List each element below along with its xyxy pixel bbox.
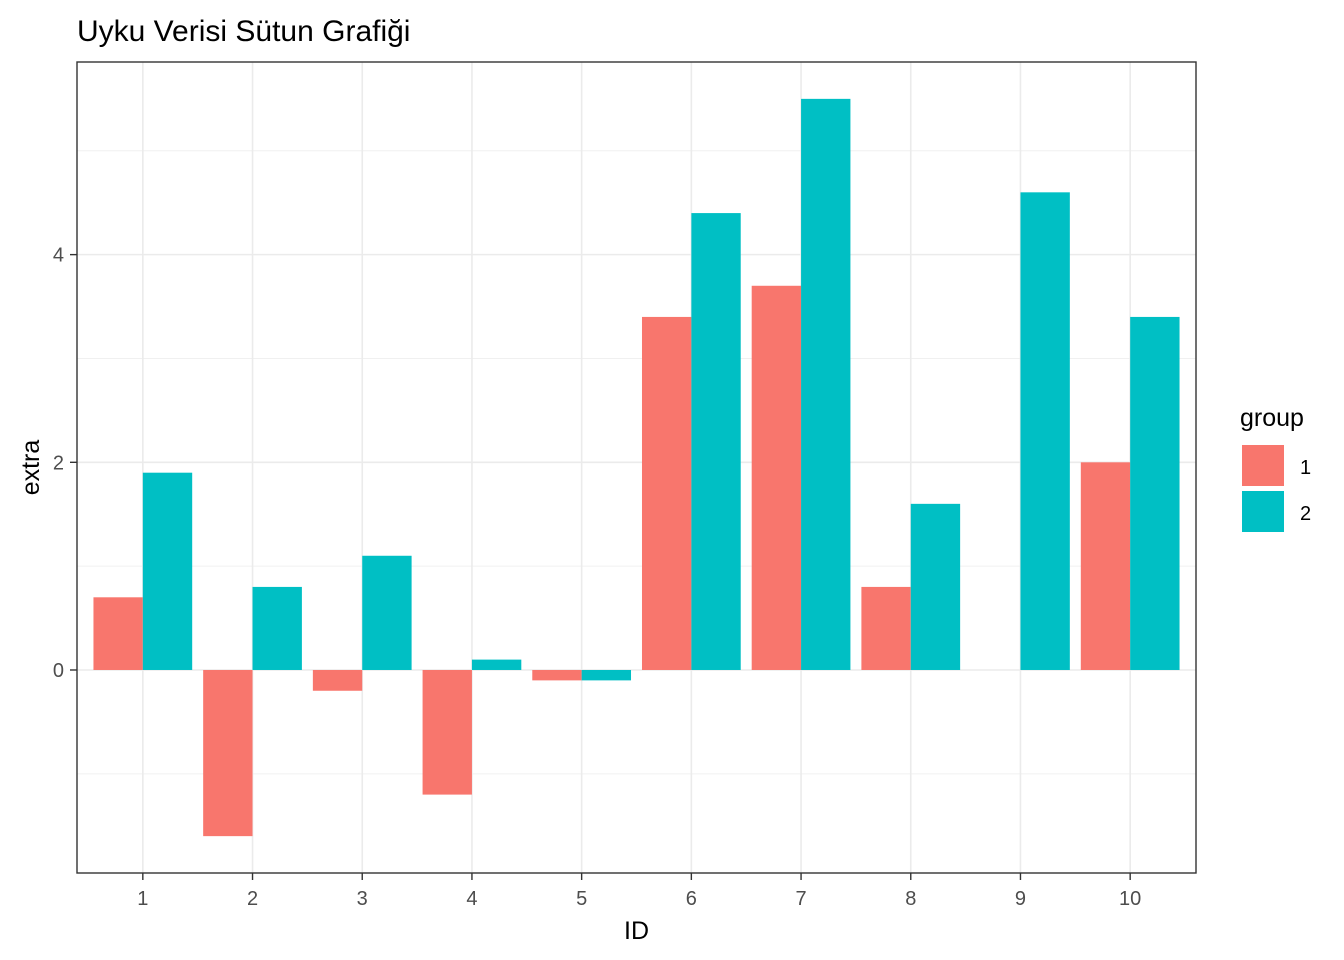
- y-tick-label: 2: [53, 452, 64, 474]
- bar-group2-id1: [142, 472, 193, 670]
- x-axis-title: ID: [624, 917, 649, 945]
- y-axis: 0 2 4: [53, 245, 77, 682]
- bar-group1-id2: [203, 669, 253, 837]
- bar-group2-id4: [471, 659, 522, 670]
- legend: group 1 2: [1240, 404, 1311, 532]
- y-tick-label: 0: [53, 660, 64, 682]
- bar-group1-id3: [312, 669, 363, 691]
- bar-group2-id6: [691, 213, 741, 670]
- bar-group1-id5: [532, 669, 582, 681]
- bar-group1-id8: [861, 586, 911, 670]
- bar-group2-id3: [362, 555, 412, 670]
- grid-minor: [77, 150, 1196, 775]
- x-tick-label: 9: [1015, 888, 1026, 910]
- x-tick-label: 5: [576, 888, 587, 910]
- y-tick-label: 4: [53, 245, 64, 267]
- bar-group2-id8: [910, 503, 961, 670]
- x-tick-label: 1: [137, 888, 148, 910]
- x-tick-label: 2: [247, 888, 258, 910]
- x-tick-label: 10: [1119, 888, 1141, 910]
- x-tick-label: 4: [466, 888, 477, 910]
- bar-group1-id1: [93, 597, 143, 670]
- legend-key-2: [1242, 491, 1284, 532]
- bar-group1-id4: [422, 669, 472, 795]
- bar-group1-id6: [641, 316, 692, 670]
- bar-group2-id9: [1020, 192, 1070, 670]
- bar-group2-id10: [1130, 316, 1180, 670]
- plot-panel: [77, 62, 1196, 873]
- plot-border: [76, 61, 1197, 874]
- legend-label-2: 2: [1300, 503, 1311, 525]
- legend-key-1: [1242, 445, 1284, 486]
- legend-title: group: [1240, 404, 1304, 432]
- x-tick-label: 3: [357, 888, 368, 910]
- chart-title: Uyku Verisi Sütun Grafiği: [77, 15, 410, 48]
- x-tick-label: 8: [905, 888, 916, 910]
- x-tick-label: 6: [686, 888, 697, 910]
- y-axis-title: extra: [17, 440, 45, 496]
- legend-label-1: 1: [1300, 457, 1311, 479]
- bar-group2-id2: [252, 586, 302, 670]
- bar-group2-id5: [581, 669, 632, 681]
- x-tick-label: 7: [795, 888, 806, 910]
- bars: [93, 98, 1180, 837]
- x-axis: 1 2 3 4 5 6 7 8 9 10: [137, 873, 1141, 910]
- bar-group1-id10: [1080, 462, 1131, 670]
- bar-group2-id7: [801, 98, 851, 670]
- bar-group1-id7: [751, 285, 802, 670]
